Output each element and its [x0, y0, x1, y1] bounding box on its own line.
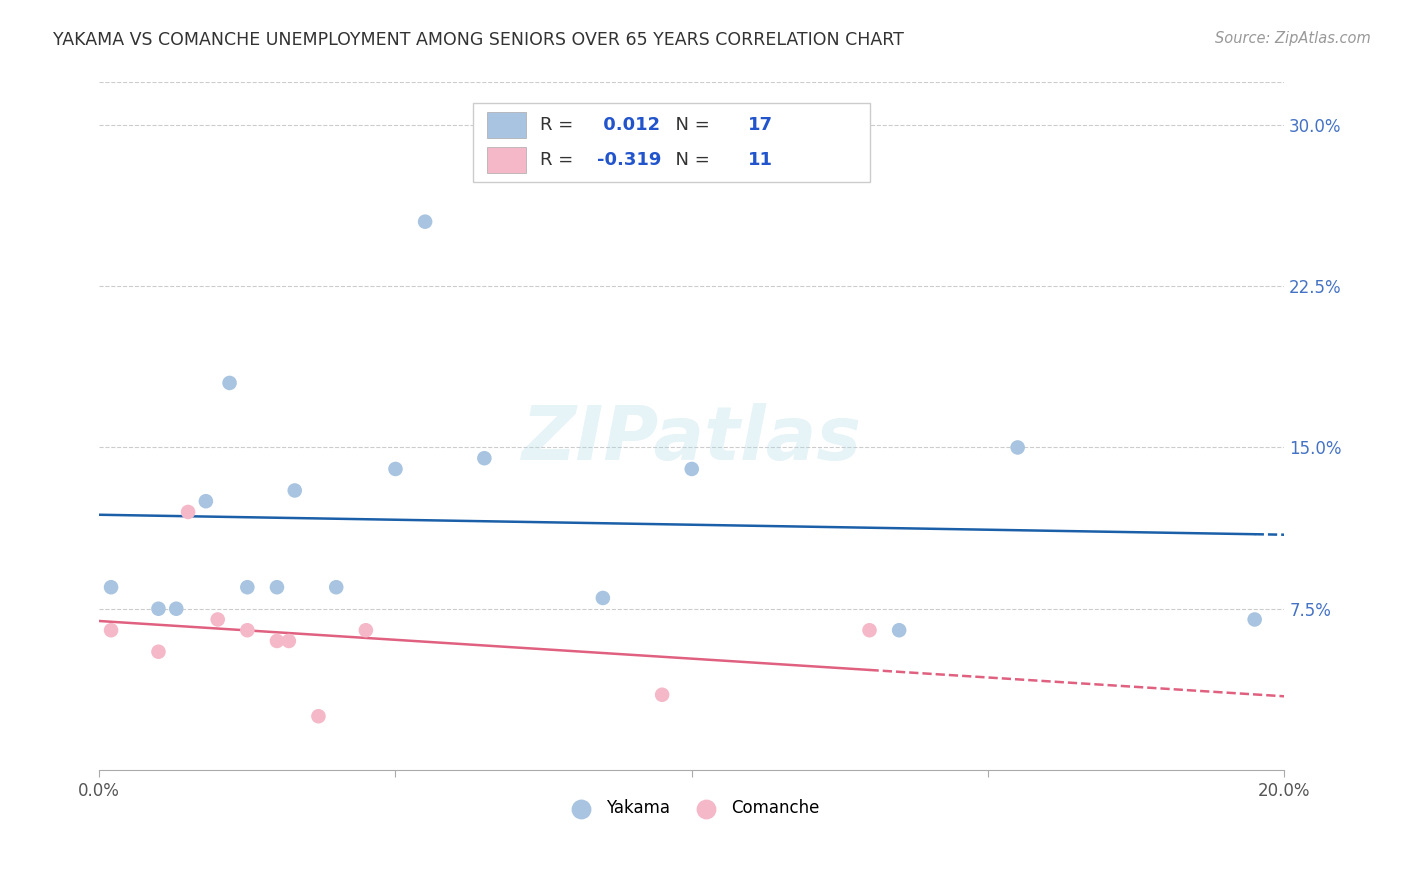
Legend: Yakama, Comanche: Yakama, Comanche [557, 792, 827, 823]
Text: 11: 11 [748, 152, 772, 169]
Point [194, 494, 217, 508]
Text: ZIPatlas: ZIPatlas [522, 403, 862, 476]
Text: R =: R = [540, 152, 579, 169]
Point [384, 462, 406, 476]
Point [207, 612, 229, 626]
Point [277, 634, 299, 648]
Point [889, 624, 911, 638]
Text: -0.319: -0.319 [598, 152, 661, 169]
Point [681, 462, 703, 476]
Point [354, 624, 377, 638]
Point [858, 624, 880, 638]
Point [1007, 441, 1029, 455]
Point [1243, 612, 1265, 626]
Point [165, 601, 187, 615]
Point [307, 709, 329, 723]
Point [413, 215, 436, 229]
Point [592, 591, 614, 605]
Point [218, 376, 240, 390]
FancyBboxPatch shape [486, 147, 526, 173]
Point [266, 580, 288, 594]
Point [266, 634, 288, 648]
Point [100, 624, 122, 638]
Text: 0.012: 0.012 [598, 116, 659, 134]
Point [177, 505, 200, 519]
Text: Source: ZipAtlas.com: Source: ZipAtlas.com [1215, 31, 1371, 46]
Text: N =: N = [665, 116, 716, 134]
Point [472, 451, 495, 466]
Text: 17: 17 [748, 116, 772, 134]
Point [236, 580, 259, 594]
Point [651, 688, 673, 702]
Point [100, 580, 122, 594]
Point [148, 645, 170, 659]
Point [284, 483, 307, 498]
Point [236, 624, 259, 638]
Text: R =: R = [540, 116, 579, 134]
Point [325, 580, 347, 594]
FancyBboxPatch shape [472, 103, 869, 182]
Text: N =: N = [665, 152, 716, 169]
Text: YAKAMA VS COMANCHE UNEMPLOYMENT AMONG SENIORS OVER 65 YEARS CORRELATION CHART: YAKAMA VS COMANCHE UNEMPLOYMENT AMONG SE… [53, 31, 904, 49]
Point [148, 601, 170, 615]
FancyBboxPatch shape [486, 112, 526, 137]
